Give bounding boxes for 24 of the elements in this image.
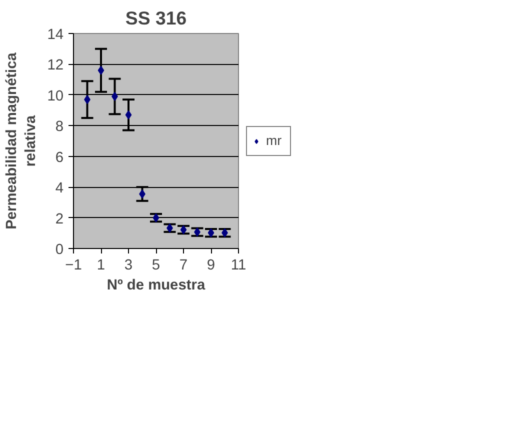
y-tick-label: 12 bbox=[47, 58, 64, 74]
x-tick-label: 11 bbox=[230, 258, 246, 274]
point bbox=[152, 213, 160, 222]
x-tick-label: 9 bbox=[206, 258, 216, 274]
y-tick-label: 8 bbox=[55, 119, 64, 136]
y-tick-label: 6 bbox=[55, 150, 64, 166]
x-axis-title: Nº de muestra bbox=[106, 278, 206, 294]
y-axis-title: Permeabilidad magnética relativa bbox=[4, 52, 40, 230]
x-tick-label: −1 bbox=[65, 258, 82, 274]
chart-title: SS 316 bbox=[125, 8, 187, 28]
y-tick-label: 2 bbox=[55, 211, 64, 228]
point bbox=[208, 228, 214, 238]
y-tick-label: 10 bbox=[47, 88, 64, 104]
point bbox=[125, 110, 132, 120]
x-tick-label: 1 bbox=[96, 258, 106, 274]
x-tick-label: 3 bbox=[124, 258, 133, 274]
point bbox=[180, 225, 187, 234]
y-tick-label: 14 bbox=[47, 27, 64, 43]
point bbox=[98, 66, 104, 75]
y-tick-label: 4 bbox=[55, 180, 64, 197]
x-tick-label: 5 bbox=[152, 258, 160, 274]
y-tick-label: 0 bbox=[55, 242, 64, 258]
x-tick-label: 7 bbox=[179, 258, 188, 274]
legend-label: mr bbox=[266, 133, 283, 148]
